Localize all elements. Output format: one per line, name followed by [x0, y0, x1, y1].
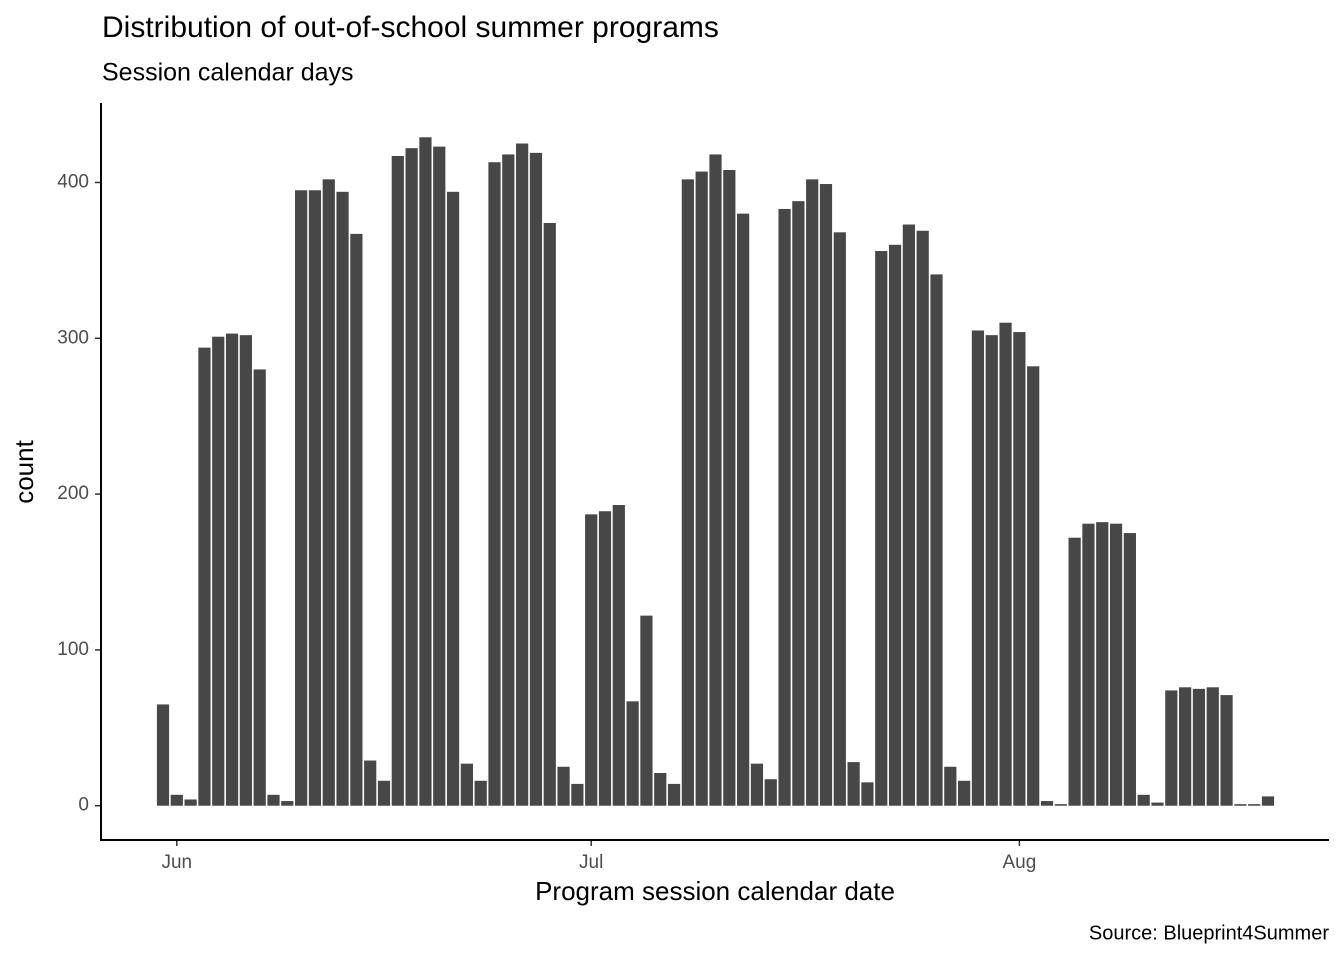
x-tick-label: Aug: [1002, 852, 1036, 873]
bar: [875, 251, 888, 806]
bar: [971, 330, 985, 806]
bar: [488, 162, 501, 806]
bar: [654, 773, 667, 806]
bar: [350, 233, 363, 806]
bar: [156, 704, 170, 806]
chart-subtitle: Session calendar days: [102, 59, 354, 87]
bar: [225, 333, 239, 806]
bar: [212, 336, 225, 806]
y-axis-title: count: [9, 439, 39, 503]
bar: [1109, 523, 1123, 806]
bar: [1096, 522, 1109, 806]
y-tick-label: 400: [57, 171, 89, 192]
bar: [1123, 533, 1136, 806]
bar: [1234, 804, 1247, 806]
bar: [930, 274, 943, 806]
bar: [1151, 802, 1164, 806]
bar: [295, 190, 308, 806]
bar: [336, 191, 349, 806]
bar: [1165, 690, 1178, 806]
bar: [460, 763, 473, 806]
y-tick-label: 300: [57, 327, 89, 348]
bar: [1082, 523, 1095, 806]
bar: [571, 783, 584, 806]
bar: [792, 201, 805, 806]
x-tick-label: Jun: [161, 852, 192, 873]
bar: [723, 170, 736, 806]
bar: [557, 766, 570, 806]
bar: [681, 179, 694, 806]
bar: [419, 137, 432, 806]
bar: [806, 179, 819, 806]
bar: [474, 780, 487, 806]
bar: [1261, 796, 1275, 806]
bar: [695, 171, 708, 806]
bar: [308, 190, 322, 806]
caption: Source: Blueprint4Summer: [1089, 922, 1329, 944]
y-tick-label: 0: [78, 795, 89, 816]
bar: [612, 505, 625, 806]
bar: [626, 701, 639, 806]
bar: [377, 780, 391, 806]
bar: [709, 154, 722, 806]
bar: [170, 794, 183, 806]
bar: [529, 152, 543, 806]
bar: [888, 244, 902, 806]
bar: [502, 154, 515, 806]
bar: [184, 799, 197, 806]
bar: [1137, 794, 1150, 806]
bar: [391, 155, 404, 806]
bar: [322, 179, 335, 806]
bar: [405, 148, 418, 806]
bar: [861, 782, 874, 806]
bar: [1206, 687, 1219, 806]
bar: [1054, 804, 1067, 806]
bar: [1248, 804, 1261, 806]
bar: [764, 779, 777, 806]
bar: [281, 801, 294, 806]
bar: [598, 511, 612, 806]
bar: [446, 191, 460, 806]
bar: [640, 615, 653, 806]
bar: [267, 794, 280, 806]
bar: [737, 213, 750, 806]
bar: [999, 322, 1012, 806]
bar: [543, 222, 556, 806]
bar: [916, 230, 929, 806]
y-tick-label: 100: [57, 639, 89, 660]
bar: [1068, 537, 1081, 806]
bar: [1220, 695, 1233, 806]
bar: [1027, 366, 1040, 806]
bar: [1192, 688, 1206, 806]
bar: [198, 347, 211, 806]
bar: [833, 232, 846, 806]
bar: [433, 146, 446, 806]
bar: [819, 184, 833, 806]
bar: [1179, 687, 1192, 806]
bar: [958, 780, 971, 806]
x-tick-label: Jul: [579, 852, 603, 873]
bar: [944, 766, 957, 806]
x-axis-title: Program session calendar date: [535, 876, 895, 906]
bar: [778, 208, 791, 806]
bar: [985, 335, 998, 806]
bar: [239, 335, 252, 806]
bar: [1040, 801, 1054, 806]
bar: [516, 143, 529, 806]
bar: [253, 369, 266, 806]
bar: [847, 762, 860, 806]
chart-title: Distribution of out-of-school summer pro…: [102, 11, 719, 44]
bar: [902, 224, 915, 806]
bar: [1013, 332, 1026, 806]
bar: [585, 514, 598, 806]
bar: [364, 760, 377, 806]
bar: [667, 783, 681, 806]
bar: [750, 763, 764, 806]
y-tick-label: 200: [57, 483, 89, 504]
